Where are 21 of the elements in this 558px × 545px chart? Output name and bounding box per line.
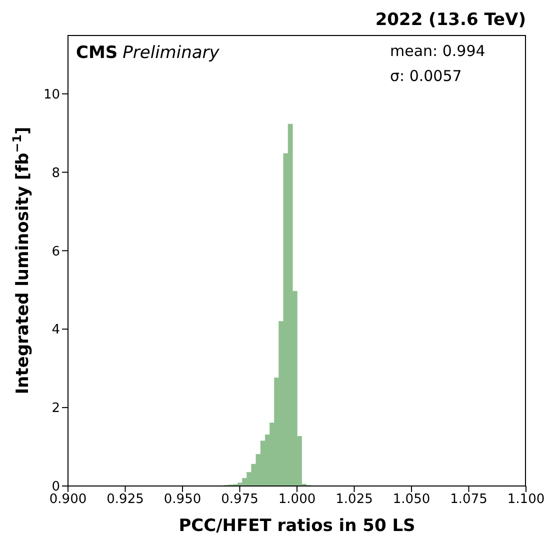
x-tick-label: 0.950	[164, 492, 202, 508]
annotation: σ: 0.0057	[390, 66, 463, 87]
x-tick-label: 1.000	[278, 492, 316, 508]
x-tick-label: 1.050	[392, 492, 430, 508]
annotation: Preliminary	[122, 43, 220, 63]
y-tick-label: 10	[43, 87, 60, 102]
x-tick-label: 1.100	[507, 492, 545, 508]
x-axis-title: PCC/HFET ratios in 50 LS	[178, 516, 416, 536]
x-tick-label: 0.975	[221, 492, 258, 508]
chart-title: 2022 (13.6 TeV)	[375, 10, 526, 30]
y-tick-label: 4	[52, 322, 60, 338]
y-tick-label: 8	[52, 166, 60, 181]
y-tick-label: 6	[52, 244, 60, 260]
annotation: mean: 0.994	[390, 41, 486, 62]
x-tick-label: 0.900	[49, 492, 87, 508]
annotation: CMS	[76, 43, 118, 63]
x-tick-label: 0.925	[106, 492, 144, 508]
y-tick-label: 0	[52, 480, 60, 495]
y-tick-label: 2	[52, 401, 60, 416]
x-tick-label: 1.025	[336, 492, 373, 508]
x-tick-label: 1.075	[450, 492, 488, 508]
